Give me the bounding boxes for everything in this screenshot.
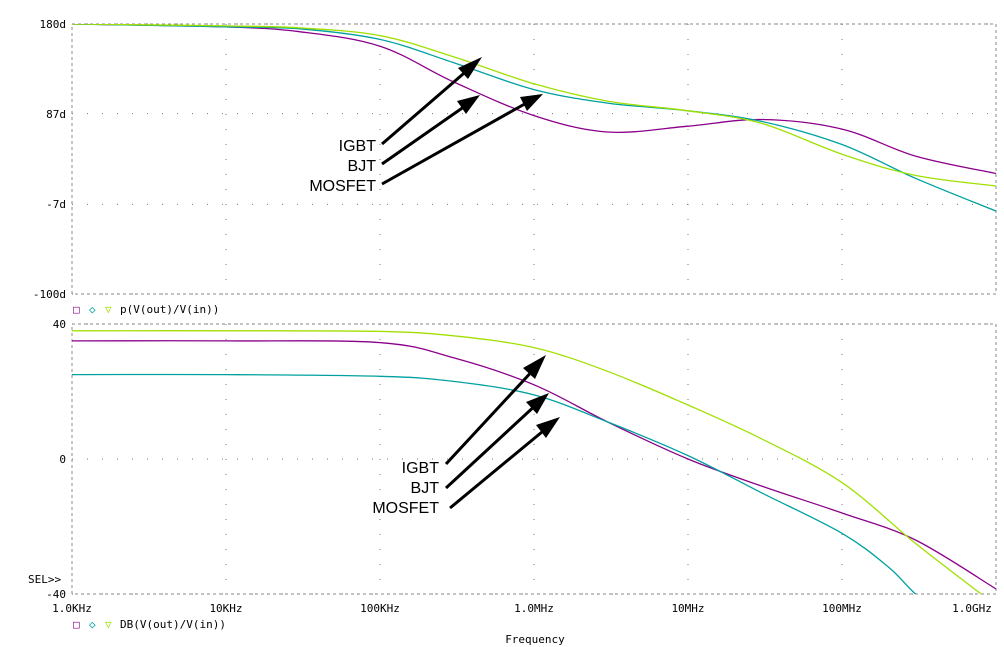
top-y-axis: 180d 87d -7d -100d bbox=[33, 18, 66, 301]
top-y-tick-label: -7d bbox=[46, 198, 66, 211]
top-legend[interactable]: □ ◇ ▽ p(V(out)/V(in)) bbox=[73, 303, 219, 316]
bottom-series-line-1 bbox=[72, 373, 917, 594]
top-y-tick-label: -100d bbox=[33, 288, 66, 301]
annotation-arrow-icon bbox=[381, 94, 543, 186]
bottom-y-tick-label: 0 bbox=[59, 453, 66, 466]
annotation-bjt-label: BJT bbox=[411, 480, 440, 497]
bottom-series-line-2 bbox=[72, 330, 982, 594]
legend-square-icon: □ bbox=[73, 618, 80, 631]
x-tick-label: 100KHz bbox=[360, 602, 400, 615]
annotation-mosfet-label: MOSFET bbox=[309, 178, 376, 195]
bottom-y-tick-label: -40 bbox=[46, 588, 66, 601]
top-annotations: IGBT BJT MOSFET bbox=[309, 57, 543, 195]
x-tick-label: 1.0KHz bbox=[52, 602, 92, 615]
bottom-series-line-0 bbox=[72, 340, 996, 590]
legend-diamond-icon: ◇ bbox=[89, 303, 96, 316]
top-series-line-0 bbox=[72, 24, 996, 175]
bottom-trace-label: DB(V(out)/V(in)) bbox=[120, 618, 226, 631]
bottom-annotations: IGBT BJT MOSFET bbox=[372, 355, 560, 517]
annotation-arrow-icon bbox=[381, 57, 482, 146]
legend-triangle-icon: ▽ bbox=[105, 303, 112, 316]
x-axis: 1.0KHz 10KHz 100KHz 1.0MHz 10MHz 100MHz … bbox=[52, 602, 992, 646]
top-plot-grid bbox=[72, 23, 996, 295]
bottom-y-axis: 40 0 -40 SEL>> bbox=[28, 318, 66, 601]
top-series-line-2 bbox=[72, 24, 996, 187]
x-tick-label: 1.0GHz bbox=[952, 602, 992, 615]
x-tick-label: 10MHz bbox=[671, 602, 704, 615]
sel-marker[interactable]: SEL>> bbox=[28, 573, 61, 586]
x-tick-label: 1.0MHz bbox=[514, 602, 554, 615]
x-tick-label: 10KHz bbox=[209, 602, 242, 615]
annotation-bjt-label: BJT bbox=[348, 158, 377, 175]
top-series-line-1 bbox=[72, 24, 996, 212]
legend-square-icon: □ bbox=[73, 303, 80, 316]
top-series-group bbox=[72, 24, 996, 212]
x-tick-label: 100MHz bbox=[822, 602, 862, 615]
legend-triangle-icon: ▽ bbox=[105, 618, 112, 631]
top-y-tick-label: 180d bbox=[40, 18, 67, 31]
annotation-arrow-icon bbox=[449, 417, 560, 510]
top-y-tick-label: 87d bbox=[46, 108, 66, 121]
x-axis-label: Frequency bbox=[505, 633, 565, 646]
legend-diamond-icon: ◇ bbox=[89, 618, 96, 631]
annotation-mosfet-label: MOSFET bbox=[372, 500, 439, 517]
annotation-arrow-icon bbox=[444, 355, 546, 466]
bottom-plot-grid bbox=[72, 323, 996, 595]
bottom-legend[interactable]: □ ◇ ▽ DB(V(out)/V(in)) bbox=[73, 618, 226, 631]
annotation-igbt-label: IGBT bbox=[402, 460, 440, 477]
bottom-series-group bbox=[72, 330, 996, 594]
bottom-y-tick-label: 40 bbox=[53, 318, 66, 331]
annotation-arrow-icon bbox=[444, 393, 549, 490]
annotation-igbt-label: IGBT bbox=[339, 138, 377, 155]
annotation-arrow-icon bbox=[381, 95, 480, 166]
top-trace-label: p(V(out)/V(in)) bbox=[120, 303, 219, 316]
